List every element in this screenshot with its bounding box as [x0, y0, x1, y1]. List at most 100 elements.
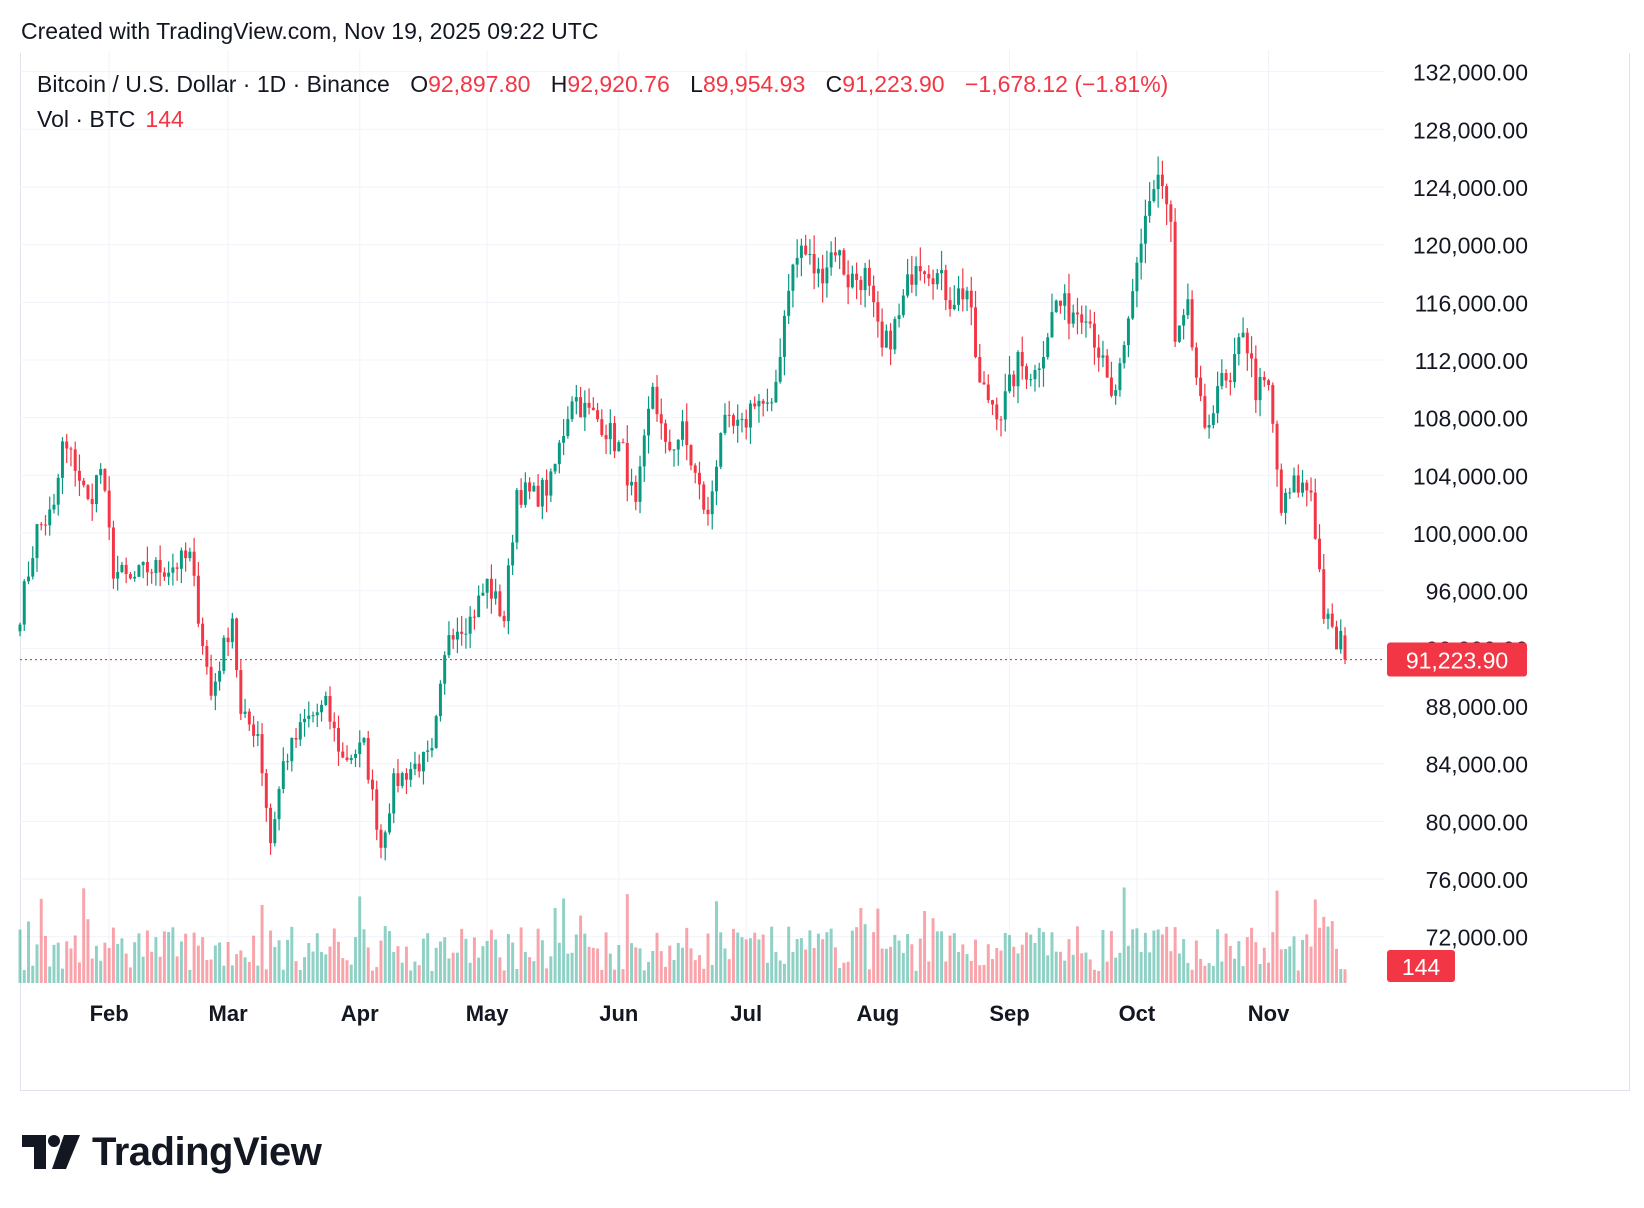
candle-body: [753, 403, 757, 407]
candle-body: [748, 403, 752, 428]
candle-body: [362, 738, 366, 743]
candle-body: [120, 564, 124, 572]
volume-bar: [1292, 936, 1296, 983]
volume-bar: [596, 948, 600, 983]
volume-bar: [664, 966, 667, 983]
volume-bar: [625, 894, 629, 983]
candle: [421, 751, 425, 785]
volume-bar: [213, 945, 217, 983]
candle-body: [311, 715, 315, 717]
candle: [523, 472, 527, 508]
candle-body: [1237, 337, 1241, 355]
brand[interactable]: TradingView: [22, 1128, 322, 1176]
candle: [1322, 553, 1326, 624]
candle: [209, 654, 213, 701]
candle-body: [31, 558, 35, 577]
candle-body: [358, 742, 362, 754]
candle-body: [961, 288, 965, 300]
volume-bar: [502, 970, 506, 983]
candle-body: [341, 751, 345, 758]
candle-body: [799, 245, 803, 258]
candle-body: [634, 481, 638, 502]
candle-body: [375, 789, 379, 830]
candle: [880, 308, 884, 357]
candle-body: [39, 524, 43, 526]
candle: [43, 515, 47, 536]
candle: [1016, 350, 1020, 404]
candle-body: [1190, 299, 1194, 348]
candle: [685, 403, 689, 461]
candle-body: [1330, 613, 1334, 627]
candle: [290, 737, 294, 772]
candle: [1020, 336, 1024, 380]
volume-bar: [562, 898, 566, 983]
candle: [371, 769, 374, 801]
candle: [519, 478, 523, 509]
candle-body: [1148, 201, 1152, 216]
time-axis-label: Apr: [341, 1001, 379, 1026]
volume-bar: [604, 932, 608, 983]
candle-body: [528, 482, 532, 492]
volume-bar: [311, 951, 315, 983]
candle: [579, 386, 583, 418]
candle: [808, 239, 812, 265]
candle-body: [447, 635, 451, 656]
candle-body: [354, 753, 357, 758]
tradingview-logo-icon: [22, 1135, 80, 1169]
volume-bar: [324, 954, 328, 983]
volume-bar: [511, 942, 515, 983]
candle: [235, 617, 239, 678]
candle: [876, 291, 880, 338]
candle-body: [795, 257, 799, 265]
volume-bar: [404, 946, 408, 983]
volume-bar: [1148, 952, 1152, 983]
volume-bar: [630, 943, 634, 983]
candle-body: [409, 768, 413, 780]
candle-body: [787, 290, 791, 316]
volume-bar: [175, 956, 179, 983]
candle-body: [175, 567, 179, 569]
candle-body: [1046, 337, 1050, 358]
volume-bar: [1339, 969, 1343, 983]
volume-bar: [22, 970, 26, 983]
candle: [1109, 361, 1113, 398]
volume-bar: [961, 944, 965, 983]
volume-bar: [855, 927, 859, 983]
candle: [252, 715, 256, 748]
candle: [608, 409, 612, 455]
volume-bar: [1165, 926, 1169, 983]
candle: [1148, 182, 1152, 223]
candle-body: [570, 401, 574, 420]
candle: [349, 754, 353, 765]
candle-body: [659, 414, 663, 424]
candle: [804, 234, 808, 256]
volume-bar: [1012, 946, 1016, 983]
candle: [1228, 372, 1232, 396]
candle: [1241, 317, 1245, 338]
volume-value: 144: [145, 106, 184, 132]
candle-body: [392, 773, 396, 814]
volume-bar: [799, 938, 803, 983]
volume-bar: [171, 927, 175, 983]
candle: [600, 409, 604, 437]
candle-body: [43, 524, 47, 526]
volume-bar: [999, 950, 1003, 983]
volume-bar: [1262, 947, 1266, 983]
volume-bar: [150, 951, 154, 983]
candle: [957, 276, 961, 312]
candle-body: [965, 290, 969, 300]
candle-body: [757, 400, 761, 407]
candle-body: [1067, 293, 1071, 324]
volume-bar: [782, 963, 786, 983]
candle-body: [349, 757, 353, 761]
time-axis-label: Aug: [856, 1001, 899, 1026]
volume-bar: [842, 962, 846, 983]
candle-body: [625, 442, 629, 486]
candle-body: [804, 245, 808, 255]
candle-body: [596, 410, 600, 420]
volume-bar: [162, 931, 166, 983]
candle-body: [472, 616, 476, 618]
price-chart[interactable]: 132,000.00 128,000.00 124,000.00 120,000.00…: [0, 0, 1644, 1100]
volume-bar: [608, 953, 612, 983]
candle-body: [587, 402, 591, 408]
